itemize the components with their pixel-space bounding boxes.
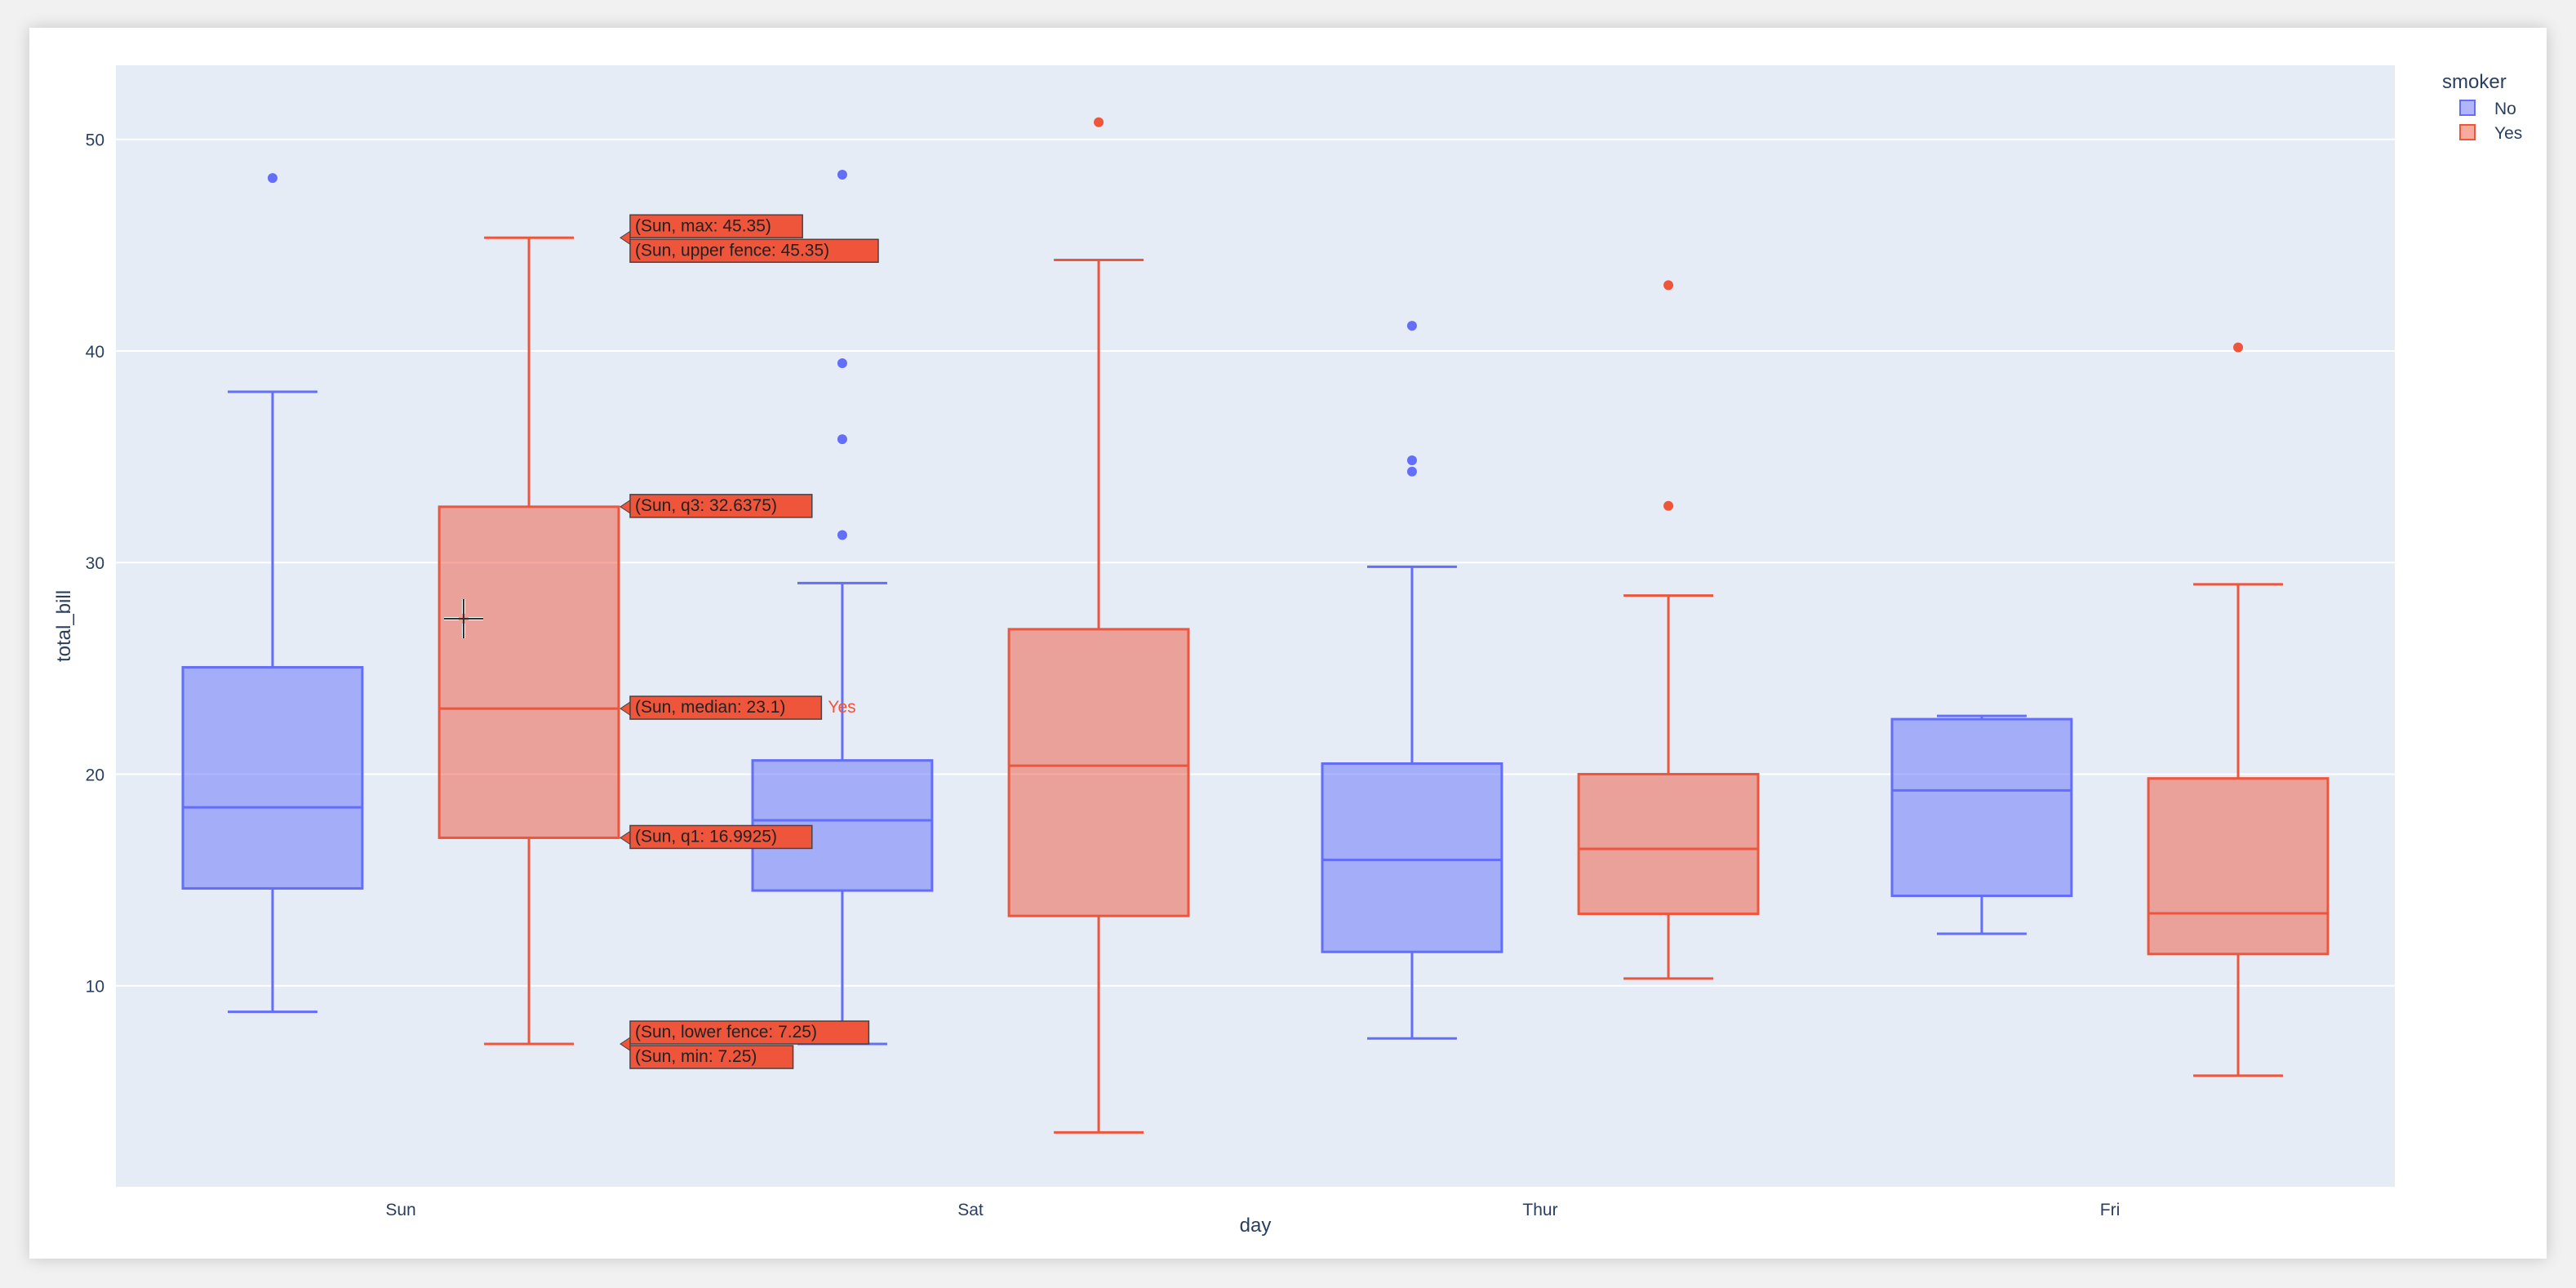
legend-swatch bbox=[2459, 124, 2476, 140]
legend-label: No bbox=[2494, 100, 2516, 118]
x-tick-label: Sun bbox=[385, 1201, 415, 1219]
box-plot-chart[interactable]: 10 20 30 40 50 Sun Sat Thur Fri (Sun, max: 45.3… bbox=[29, 28, 2547, 1259]
legend-item-no[interactable]: No bbox=[2459, 100, 2516, 118]
x-tick-label: Fri bbox=[2100, 1201, 2121, 1219]
box-no-thur[interactable] bbox=[1321, 321, 1503, 1040]
legend-item-yes[interactable]: Yes bbox=[2459, 124, 2522, 143]
legend-items[interactable]: No Yes bbox=[2459, 100, 2522, 143]
outlier-point[interactable] bbox=[267, 173, 278, 184]
x-tick-labels: Sun Sat Thur Fri bbox=[385, 1201, 2120, 1219]
legend-title: smoker bbox=[2442, 71, 2507, 93]
hover-box bbox=[629, 695, 823, 720]
box-iqr[interactable] bbox=[1007, 628, 1190, 917]
hover-text: (Sun, median: 23.1) bbox=[635, 698, 785, 717]
box-iqr[interactable] bbox=[2147, 777, 2330, 956]
hover-label: (Sun, max: 45.35) bbox=[620, 214, 803, 246]
hover-label: (Sun, min: 7.25) bbox=[629, 1045, 794, 1069]
box-iqr[interactable] bbox=[1890, 717, 2073, 898]
outlier-point[interactable] bbox=[1663, 500, 1674, 511]
y-tick-label: 30 bbox=[86, 554, 104, 573]
hover-text: (Sun, max: 45.35) bbox=[635, 216, 771, 235]
box-yes-fri[interactable] bbox=[2147, 342, 2330, 1077]
box-yes-thur[interactable] bbox=[1577, 280, 1760, 980]
hover-box bbox=[629, 238, 879, 264]
y-axis-title: total_bill bbox=[53, 590, 75, 662]
box-iqr[interactable] bbox=[1321, 762, 1503, 953]
hover-box bbox=[629, 1020, 870, 1045]
hover-label: (Sun, upper fence: 45.35) bbox=[629, 238, 879, 264]
outlier-point[interactable] bbox=[1094, 117, 1104, 127]
hover-labels: (Sun, max: 45.35) (Sun, upper fence: 45.3… bbox=[620, 214, 879, 1069]
outlier-point[interactable] bbox=[1406, 321, 1417, 331]
hover-box bbox=[629, 1045, 794, 1069]
legend-swatch bbox=[2459, 100, 2476, 116]
y-tick-label: 50 bbox=[86, 131, 104, 150]
chart-card: 10 20 30 40 50 Sun Sat Thur Fri (Sun, max: 45.3… bbox=[29, 28, 2547, 1259]
hover-text: (Sun, lower fence: 7.25) bbox=[635, 1023, 817, 1042]
box-no-fri[interactable] bbox=[1890, 714, 2073, 935]
legend-label: Yes bbox=[2494, 124, 2522, 143]
box-no-sun[interactable] bbox=[181, 173, 364, 1014]
x-tick-label: Sat bbox=[957, 1201, 984, 1219]
hover-text: (Sun, upper fence: 45.35) bbox=[635, 241, 829, 260]
box-yes-sun[interactable] bbox=[437, 236, 620, 1046]
hover-series-name: Yes bbox=[828, 698, 855, 717]
outlier-point[interactable] bbox=[837, 170, 847, 180]
y-tick-label: 20 bbox=[86, 766, 104, 784]
outlier-point[interactable] bbox=[1406, 455, 1417, 466]
outlier-point[interactable] bbox=[1663, 280, 1674, 291]
outlier-point[interactable] bbox=[2233, 342, 2244, 353]
outlier-point[interactable] bbox=[837, 358, 847, 369]
y-tick-label: 10 bbox=[86, 978, 104, 997]
hover-text: (Sun, min: 7.25) bbox=[635, 1047, 757, 1066]
hover-text: (Sun, q1: 16.9925) bbox=[635, 827, 777, 846]
outlier-point[interactable] bbox=[1406, 466, 1417, 477]
x-tick-label: Thur bbox=[1522, 1201, 1557, 1219]
hover-box bbox=[629, 494, 813, 518]
outlier-point[interactable] bbox=[837, 434, 847, 445]
box-iqr[interactable] bbox=[1577, 772, 1760, 916]
box-iqr[interactable] bbox=[437, 505, 620, 839]
hover-label: (Sun, median: 23.1) Yes bbox=[620, 695, 856, 720]
legend[interactable]: smoker No Yes bbox=[2442, 71, 2522, 143]
box-iqr[interactable] bbox=[181, 666, 364, 890]
hover-label: (Sun, lower fence: 7.25) bbox=[620, 1020, 870, 1051]
crosshair-cursor-icon bbox=[444, 599, 483, 638]
hover-label: (Sun, q1: 16.9925) bbox=[620, 824, 813, 850]
x-axis-title: day bbox=[1240, 1215, 1272, 1237]
hover-box bbox=[629, 214, 803, 239]
y-tick-label: 40 bbox=[86, 343, 104, 362]
y-tick-labels: 10 20 30 40 50 bbox=[86, 131, 104, 997]
hover-box bbox=[629, 824, 813, 850]
hover-text: (Sun, q3: 32.6375) bbox=[635, 496, 777, 515]
outlier-point[interactable] bbox=[837, 530, 847, 540]
hover-label: (Sun, q3: 32.6375) bbox=[620, 494, 813, 518]
box-yes-sat[interactable] bbox=[1007, 117, 1190, 1134]
